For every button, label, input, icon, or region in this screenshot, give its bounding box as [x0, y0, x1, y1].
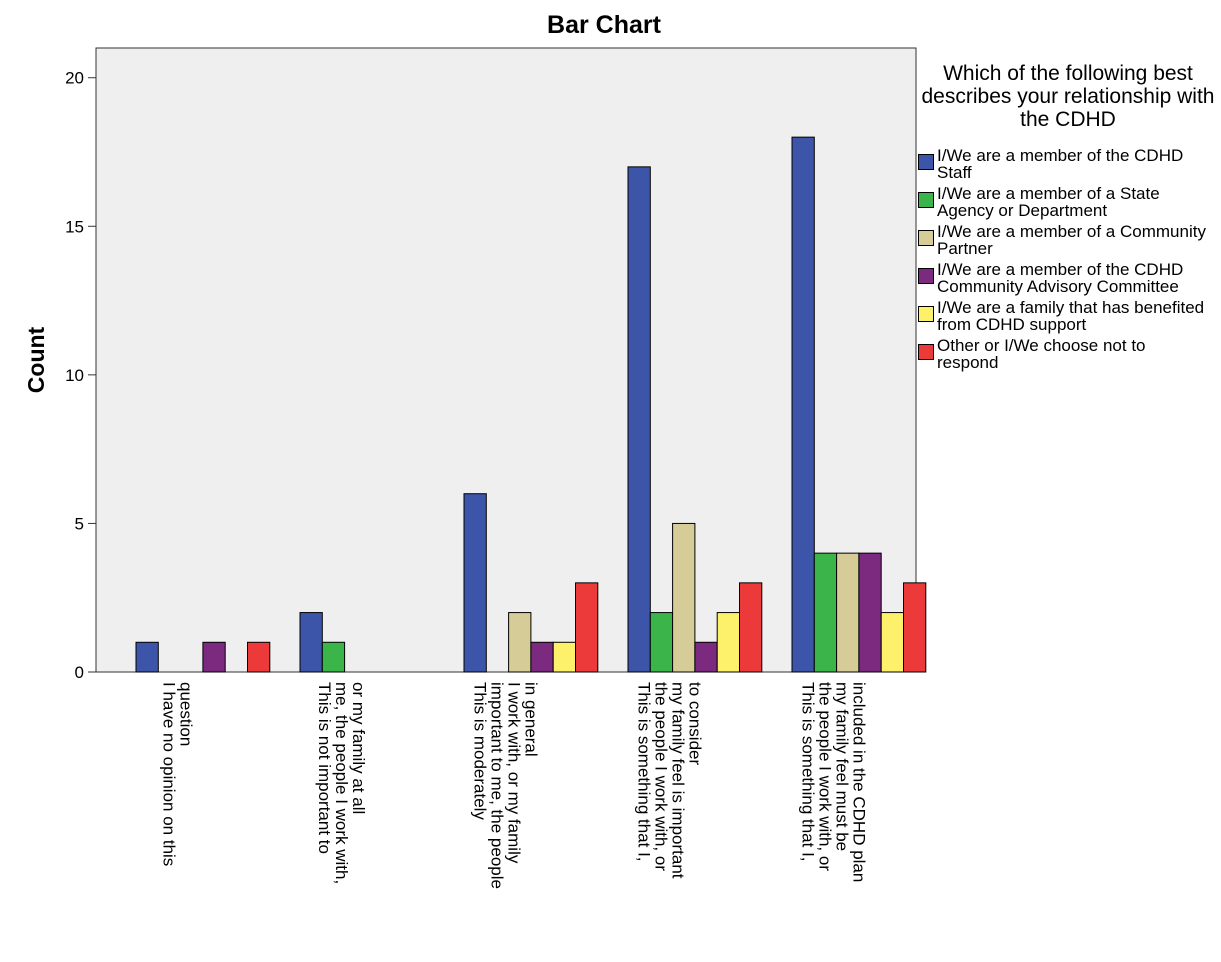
- bar-4-3: [530, 641, 554, 673]
- legend-title: Which of the following best describes yo…: [921, 62, 1215, 131]
- bars-group: [135, 136, 927, 673]
- legend-item: I/We are a member of the CDHD Staff: [918, 147, 1218, 181]
- x-category-label: This is not important tome, the people I…: [315, 682, 368, 884]
- x-category-label: This is something that I,the people I wo…: [799, 682, 869, 882]
- y-tick-label: 0: [75, 663, 84, 682]
- bar-6-1: [247, 641, 271, 673]
- legend-items: I/We are a member of the CDHD Staff I/We …: [918, 147, 1218, 371]
- x-category-label: This is something that I,the people I wo…: [635, 682, 705, 879]
- bar-2-2: [321, 641, 346, 673]
- bar-3-3: [508, 612, 532, 673]
- bar-1-4: [627, 166, 651, 673]
- bar-6-4: [739, 582, 763, 673]
- y-tick-label: 20: [65, 69, 84, 88]
- legend: Which of the following best describes yo…: [918, 62, 1218, 375]
- legend-label: I/We are a member of a Community Partner: [937, 222, 1206, 258]
- bar-5-3: [552, 641, 577, 673]
- bar-3-4: [672, 522, 696, 673]
- plot-area: [95, 47, 917, 673]
- y-axis: 0 5 10 15 20: [65, 69, 96, 682]
- bar-2-4: [649, 612, 674, 673]
- legend-label: I/We are a member of the CDHD Community …: [937, 260, 1184, 296]
- bar-5-5: [880, 612, 905, 673]
- bar-4-5: [858, 552, 882, 673]
- legend-label: I/We are a member of the CDHD Staff: [937, 146, 1184, 182]
- bar-3-5: [836, 552, 860, 673]
- chart-title: Bar Chart: [547, 11, 662, 39]
- legend-swatch: [918, 230, 934, 246]
- legend-item: I/We are a member of the CDHD Community …: [918, 261, 1218, 295]
- bar-5-4: [716, 612, 741, 673]
- legend-label: I/We are a member of a State Agency or D…: [937, 184, 1160, 220]
- x-axis-labels: I have no opinion on thisquestion This is…: [160, 682, 869, 889]
- bar-6-5: [903, 582, 927, 673]
- legend-swatch: [918, 306, 934, 322]
- legend-swatch: [918, 192, 934, 208]
- bar-6-3: [575, 582, 599, 673]
- legend-swatch: [918, 154, 934, 170]
- y-tick-label: 15: [65, 217, 84, 236]
- bar-4-4: [694, 641, 718, 673]
- bar-1-5: [791, 136, 815, 673]
- legend-item: I/We are a member of a State Agency or D…: [918, 185, 1218, 219]
- legend-swatch: [918, 268, 934, 284]
- x-category-label: I have no opinion on thisquestion: [160, 682, 196, 866]
- legend-item: I/We are a family that has benefited fro…: [918, 299, 1218, 333]
- bar-1-3: [463, 493, 487, 673]
- legend-label: Other or I/We choose not to respond: [937, 336, 1146, 372]
- bar-1-1: [135, 641, 159, 673]
- y-axis-label: Count: [23, 326, 49, 393]
- legend-label: I/We are a family that has benefited fro…: [937, 298, 1205, 334]
- legend-item: Other or I/We choose not to respond: [918, 337, 1218, 371]
- bar-4-1: [202, 641, 226, 673]
- y-tick-label: 10: [65, 366, 84, 385]
- bar-1-2: [299, 612, 323, 673]
- legend-swatch: [918, 344, 934, 360]
- y-tick-label: 5: [75, 514, 84, 533]
- legend-item: I/We are a member of a Community Partner: [918, 223, 1218, 257]
- x-category-label: This is moderatelyimportant to me, the p…: [471, 682, 541, 889]
- bar-2-5: [813, 552, 838, 673]
